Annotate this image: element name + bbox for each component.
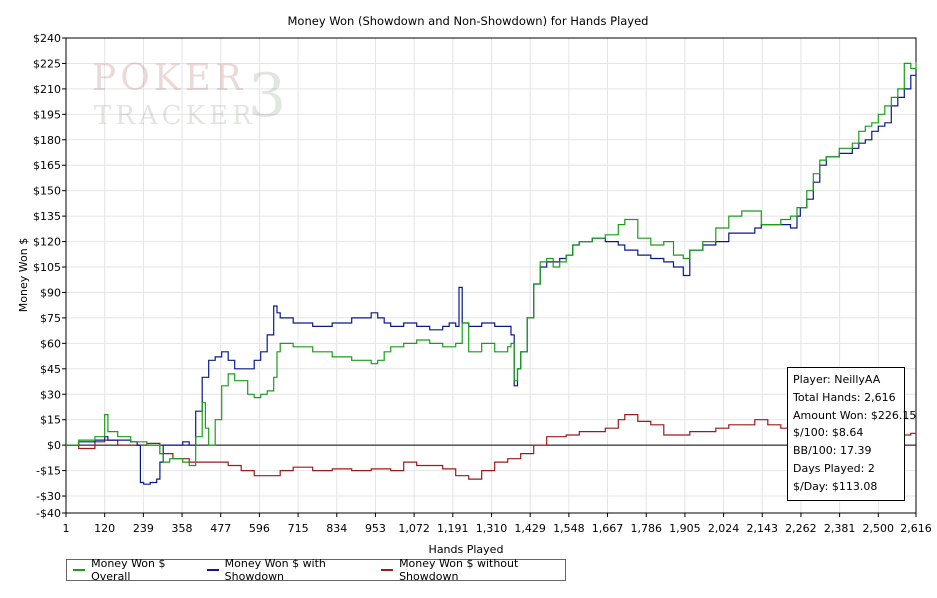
stat-per-100: $/100: $8.64 <box>793 426 864 440</box>
stat-days-played: Days Played: 2 <box>793 461 875 475</box>
x-tick-label: 1 <box>63 522 70 535</box>
stat-player: Player: NeillyAA <box>793 373 881 386</box>
y-tick-label: $210 <box>33 83 61 96</box>
x-tick-label: 2,024 <box>708 522 740 535</box>
watermark-digit: 3 <box>248 61 286 131</box>
y-tick-label: $0 <box>47 439 61 452</box>
x-tick-label: 2,381 <box>824 522 856 535</box>
x-tick-label: 1,072 <box>398 522 430 535</box>
y-tick-label: $135 <box>33 210 61 223</box>
x-tick-label: 120 <box>94 522 115 535</box>
pokertracker-logo-watermark: POKER 3 TRACKER <box>92 58 286 131</box>
y-tick-label: $60 <box>40 337 61 350</box>
x-tick-label: 834 <box>326 522 347 535</box>
series-line-overall <box>66 61 917 467</box>
x-tick-label: 953 <box>365 522 386 535</box>
stat-total-hands: Total Hands: 2,616 <box>793 390 896 404</box>
legend-swatch-overall <box>73 569 86 571</box>
x-tick-label: 1,191 <box>437 522 469 535</box>
y-tick-label: $225 <box>33 57 61 70</box>
x-tick-label: 2,262 <box>785 522 817 535</box>
x-tick-label: 1,786 <box>630 522 662 535</box>
y-tick-label: -$30 <box>36 490 61 503</box>
y-tick-label: $240 <box>33 32 61 45</box>
y-tick-label: $105 <box>33 261 61 274</box>
y-axis-ticks: -$40 -$30 -$15 $0 $15 $30 $45 $60 $75 $90 $105 $120… <box>33 32 66 520</box>
y-tick-label: $180 <box>33 134 61 147</box>
player-stats-box: Player: NeillyAA Total Hands: 2,616 Amou… <box>787 367 917 501</box>
x-tick-label: 2,143 <box>747 522 779 535</box>
x-tick-label: 1,310 <box>476 522 508 535</box>
y-tick-label: $30 <box>40 388 61 401</box>
y-tick-label: $45 <box>40 363 61 376</box>
y-tick-label: $90 <box>40 286 61 299</box>
y-tick-label: -$15 <box>36 465 61 478</box>
y-tick-label: $150 <box>33 185 61 198</box>
stat-bb-100: BB/100: 17.39 <box>793 444 872 458</box>
x-tick-label: 2,616 <box>900 522 932 535</box>
y-tick-label: $120 <box>33 236 61 249</box>
y-axis-label: Money Won $ <box>17 238 30 312</box>
legend-item-showdown: Money Won $ with Showdown <box>206 557 367 583</box>
chart-title: Money Won (Showdown and Non-Showdown) fo… <box>288 14 649 28</box>
legend-label-overall: Money Won $ Overall <box>91 557 166 583</box>
x-tick-label: 477 <box>210 522 231 535</box>
x-tick-label: 358 <box>172 522 193 535</box>
x-tick-label: 2,500 <box>863 522 895 535</box>
stat-per-day: $/Day: $113.08 <box>793 479 878 493</box>
y-tick-label: $165 <box>33 159 61 172</box>
watermark-poker: POKER <box>92 58 246 99</box>
x-tick-label: 596 <box>249 522 270 535</box>
stat-amount-won: Amount Won: $226.15 <box>793 408 917 422</box>
x-tick-label: 1,667 <box>592 522 624 535</box>
x-tick-label: 1,548 <box>553 522 585 535</box>
y-tick-label: $75 <box>40 312 61 325</box>
grid <box>65 37 917 514</box>
chart-legend: Money Won $ Overall Money Won $ with Sho… <box>66 557 566 583</box>
y-tick-label: $195 <box>33 108 61 121</box>
y-tick-label: $15 <box>40 414 61 427</box>
x-tick-label: 1,429 <box>514 522 546 535</box>
y-tick-label: -$40 <box>36 507 61 520</box>
legend-swatch-showdown <box>206 569 219 571</box>
x-tick-label: 715 <box>288 522 309 535</box>
legend-label-showdown: Money Won $ with Showdown <box>224 557 326 583</box>
x-axis-label: Hands Played <box>429 543 504 556</box>
legend-label-non-showdown: Money Won $ without Showdown <box>399 557 519 583</box>
x-axis-ticks: 1 120 239 358 477 596 715 834 953 1,072 1,191 1,310… <box>63 513 932 535</box>
legend-item-overall: Money Won $ Overall <box>73 557 193 583</box>
watermark-tracker: TRACKER <box>94 101 256 131</box>
x-tick-label: 239 <box>133 522 154 535</box>
legend-item-non-showdown: Money Won $ without Showdown <box>380 557 557 583</box>
x-tick-label: 1,905 <box>669 522 701 535</box>
legend-swatch-non-showdown <box>380 569 394 571</box>
